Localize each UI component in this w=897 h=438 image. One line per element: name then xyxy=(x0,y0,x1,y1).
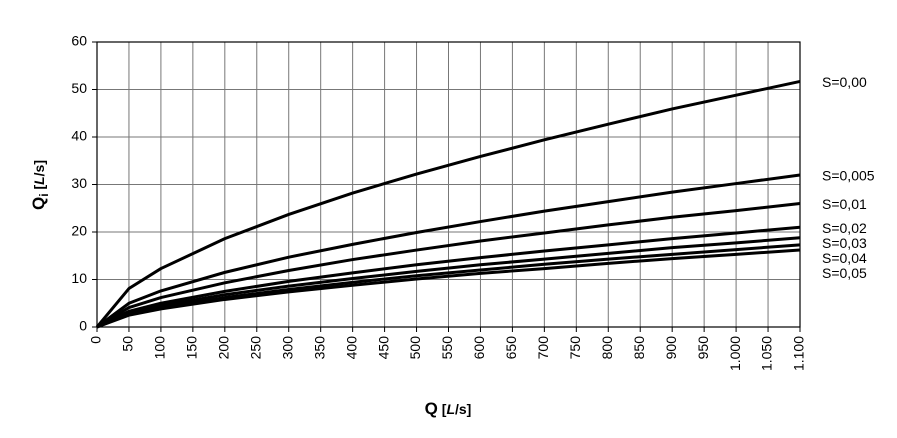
x-tick-label: 100 xyxy=(152,336,168,360)
y-tick-label: 0 xyxy=(79,318,87,334)
x-tick-label: 150 xyxy=(184,336,200,360)
x-label-part: L xyxy=(446,401,455,417)
series-line xyxy=(96,202,801,329)
legend-label: S=0,04 xyxy=(822,250,867,266)
x-tick-label: 1.050 xyxy=(759,336,775,371)
plot-border xyxy=(96,41,801,328)
legend-label: S=0,01 xyxy=(822,196,867,212)
x-tick-label: 600 xyxy=(471,336,487,360)
y-label-part: L xyxy=(31,176,47,185)
x-tick-label: 250 xyxy=(247,336,263,360)
y-tick-label: 30 xyxy=(71,175,87,191)
y-tick-label: 60 xyxy=(71,33,87,49)
x-tick-label: 950 xyxy=(695,336,711,360)
x-tick-label: 200 xyxy=(216,336,232,360)
series-line xyxy=(96,173,801,329)
y-tick-label: 20 xyxy=(71,223,87,239)
x-tick-label: 500 xyxy=(407,336,423,360)
series-line xyxy=(96,225,801,329)
series-line xyxy=(96,236,801,329)
y-tick-label: 10 xyxy=(71,270,87,286)
legend-label: S=0,00 xyxy=(822,74,867,90)
x-label-part: /s] xyxy=(455,401,471,417)
x-tick-label: 800 xyxy=(599,336,615,360)
y-axis-label: Qi [L/s] xyxy=(29,160,51,210)
x-tick-label: 400 xyxy=(343,336,359,360)
x-tick-label: 550 xyxy=(439,336,455,360)
x-tick-label: 350 xyxy=(311,336,327,360)
x-tick-label: 450 xyxy=(375,336,391,360)
x-label-part: [ xyxy=(438,401,447,417)
series-line xyxy=(96,248,801,329)
y-label-part: [ xyxy=(31,185,47,194)
x-tick-label: 700 xyxy=(535,336,551,360)
x-tick-label: 0 xyxy=(88,336,104,344)
x-label-part: Q xyxy=(425,399,438,418)
y-label-sub: i xyxy=(37,193,51,196)
legend-label: S=0,05 xyxy=(822,265,867,281)
x-tick-label: 650 xyxy=(503,336,519,360)
x-axis-label: Q [L/s] xyxy=(425,399,472,418)
series-line xyxy=(95,79,801,328)
x-tick-label: 850 xyxy=(631,336,647,360)
y-label-part: Q xyxy=(29,197,48,210)
x-tick-label: 1.000 xyxy=(727,336,743,371)
y-tick-label: 40 xyxy=(71,128,87,144)
x-tick-label: 750 xyxy=(567,336,583,360)
legend-label: S=0,02 xyxy=(822,220,867,236)
y-label-part: /s] xyxy=(31,160,47,176)
legend-label: S=0,03 xyxy=(822,235,867,251)
x-tick-label: 900 xyxy=(663,336,679,360)
x-tick-label: 1.100 xyxy=(791,336,807,371)
y-tick-label: 50 xyxy=(71,80,87,96)
x-tick-label: 50 xyxy=(120,336,136,352)
legend-label: S=0,005 xyxy=(822,168,875,184)
x-tick-label: 300 xyxy=(279,336,295,360)
